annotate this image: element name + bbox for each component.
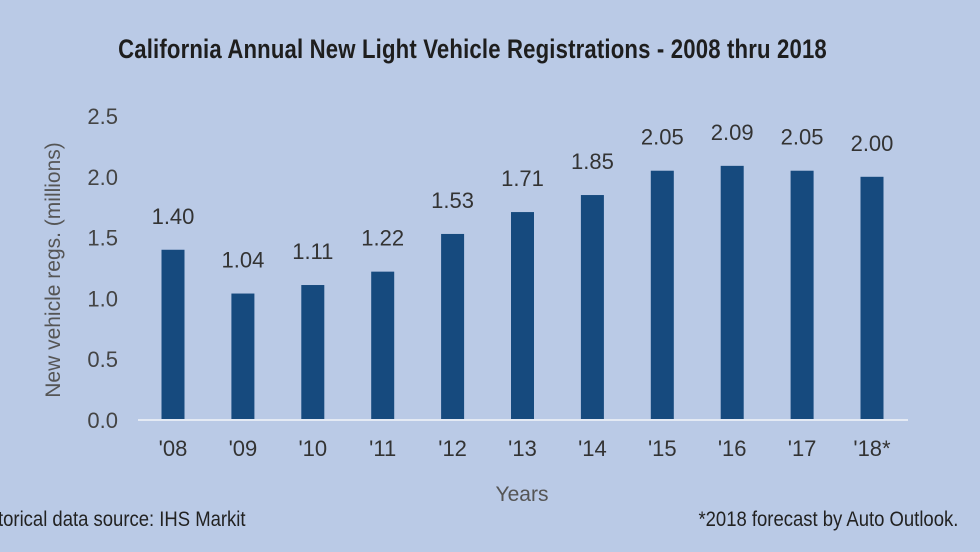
y-tick-label: 1.5 <box>87 226 118 251</box>
bar <box>650 170 674 420</box>
bar <box>511 212 534 420</box>
x-tick-label: '11 <box>369 436 396 461</box>
data-label: 1.40 <box>152 204 195 229</box>
y-axis-label: New vehicle regs. (millions) <box>42 142 65 398</box>
data-label: 2.05 <box>781 125 824 150</box>
y-tick-label: 0.0 <box>87 408 118 433</box>
x-tick-label: '10 <box>298 436 327 461</box>
data-label: 1.22 <box>361 226 404 251</box>
y-tick-label: 2.5 <box>87 104 118 129</box>
bar <box>161 249 185 420</box>
bar <box>231 293 255 420</box>
x-tick-label: '09 <box>229 436 258 461</box>
data-label: 2.00 <box>851 131 894 156</box>
data-label: 1.85 <box>571 149 614 174</box>
bar <box>301 285 325 420</box>
bar <box>790 170 814 420</box>
y-tick-label: 0.5 <box>87 347 118 372</box>
x-tick-label: '14 <box>578 436 607 461</box>
bar <box>371 271 395 420</box>
forecast-note: *2018 forecast by Auto Outlook. <box>698 508 958 531</box>
x-axis-label: Years <box>496 483 549 506</box>
bar <box>441 233 465 420</box>
x-tick-label: '15 <box>648 436 677 461</box>
data-label: 2.09 <box>711 120 754 145</box>
bar <box>720 165 744 420</box>
x-tick-label: '12 <box>438 436 467 461</box>
x-tick-label: '17 <box>788 436 817 461</box>
bar <box>580 195 604 420</box>
data-label: 1.53 <box>431 188 474 213</box>
x-tick-label: '13 <box>508 436 537 461</box>
data-label: 1.11 <box>292 239 333 264</box>
y-tick-label: 2.0 <box>87 165 118 190</box>
y-tick-label: 1.0 <box>87 286 118 311</box>
x-tick-label: '18* <box>853 436 891 461</box>
data-label: 1.71 <box>501 166 544 191</box>
x-tick-label: '16 <box>718 436 747 461</box>
x-tick-label: '08 <box>159 436 188 461</box>
chart-title: California Annual New Light Vehicle Regi… <box>118 34 827 64</box>
bar <box>860 176 884 420</box>
data-label: 1.04 <box>221 248 264 273</box>
data-label: 2.05 <box>641 125 684 150</box>
source-note: torical data source: IHS Markit <box>0 508 246 531</box>
